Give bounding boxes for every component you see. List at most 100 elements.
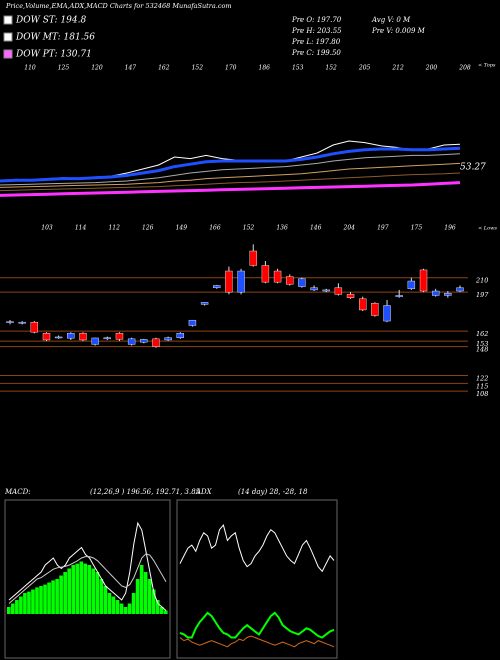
tops-value: 212 xyxy=(391,65,404,72)
macd-histogram-bar xyxy=(71,565,76,614)
lows-value: 149 xyxy=(176,225,188,232)
candle-body xyxy=(79,333,87,341)
candle-body xyxy=(152,338,160,347)
candle-body xyxy=(140,339,148,343)
line xyxy=(0,153,461,186)
lows-value: 103 xyxy=(41,225,53,232)
y-tick-label: 162 xyxy=(476,330,488,338)
stat: Avg V: 0 M xyxy=(371,16,411,24)
macd-panel xyxy=(4,499,171,659)
candle-body xyxy=(67,333,75,339)
lows-value: 146 xyxy=(310,225,322,232)
candle-body xyxy=(419,269,428,292)
stat: Pre C: 199.50 xyxy=(291,49,341,57)
lows-value: 152 xyxy=(243,225,255,232)
tops-value: 110 xyxy=(24,65,36,72)
macd-histogram-bar xyxy=(35,587,39,614)
legend-text: DOW PT: 130.71 xyxy=(15,50,92,60)
macd-histogram-bar xyxy=(163,610,168,614)
legend-text: DOW MT: 181.56 xyxy=(15,33,95,43)
legend-text: DOW ST: 194.8 xyxy=(15,16,86,26)
macd-histogram-bar xyxy=(75,563,80,614)
macd-histogram-bar xyxy=(47,582,51,614)
macd-histogram-bar xyxy=(11,603,15,614)
macd-histogram-bar xyxy=(15,600,19,614)
candle-body xyxy=(30,321,39,333)
candle-body xyxy=(91,337,99,345)
candle-body xyxy=(103,337,111,340)
candle-body xyxy=(164,337,172,341)
macd-histogram-bar xyxy=(135,579,140,614)
candle-body xyxy=(176,333,184,338)
candle-body xyxy=(225,270,233,293)
tops-value: 125 xyxy=(58,65,70,72)
tops-value: 120 xyxy=(91,65,103,72)
tops-value: 200 xyxy=(425,65,438,72)
candle-body xyxy=(42,333,51,341)
candle-body xyxy=(249,250,257,266)
candle-body xyxy=(310,287,318,291)
macd-histogram-bar xyxy=(103,586,108,614)
lows-value: 197 xyxy=(377,225,389,232)
tops-value: 186 xyxy=(259,65,271,72)
candle-body xyxy=(444,293,452,296)
candle-body xyxy=(286,276,294,285)
adx-label: ADX xyxy=(195,488,213,496)
macd-histogram-bar xyxy=(99,579,104,614)
macd-params: (12,26,9 ) 196.56, 192.71, 3.85 xyxy=(90,488,201,496)
y-tick-label: 108 xyxy=(476,390,488,398)
candle-body xyxy=(188,319,197,326)
candle-body xyxy=(18,321,26,324)
macd-histogram-bar xyxy=(23,593,27,614)
macd-histogram-bar xyxy=(159,607,164,614)
candle-body xyxy=(213,285,221,288)
tops-value: 152 xyxy=(192,65,204,72)
line xyxy=(8,553,167,604)
line xyxy=(179,611,335,639)
lows-value: 196 xyxy=(444,225,456,232)
tops-value: 152 xyxy=(325,65,337,72)
y-tick-label: 148 xyxy=(476,346,488,354)
tops-value: 147 xyxy=(125,65,137,72)
tops-value: 153 xyxy=(292,65,304,72)
tops-value: 170 xyxy=(225,65,237,72)
macd-histogram-bar xyxy=(127,603,132,614)
macd-histogram-bar xyxy=(131,593,136,614)
tops-value: 208 xyxy=(458,65,471,72)
candle-body xyxy=(395,295,403,297)
tops-value: 205 xyxy=(358,65,371,72)
stat: Pre V: 0.009 M xyxy=(371,27,426,35)
lows-value: 136 xyxy=(276,225,288,232)
macd-histogram-bar xyxy=(67,568,71,614)
candle-body xyxy=(115,333,124,340)
lows-value: 114 xyxy=(75,225,87,232)
legend-swatch xyxy=(3,32,13,42)
line xyxy=(179,635,335,648)
y-tick-label: 153 xyxy=(476,340,488,348)
lows-value: 175 xyxy=(411,225,423,232)
candle-body xyxy=(431,290,440,296)
macd-histogram-bar xyxy=(59,575,63,614)
candle-body xyxy=(298,278,306,287)
ema-annotation: 53.27 xyxy=(460,163,486,173)
y-tick-label: 122 xyxy=(476,375,488,383)
line xyxy=(0,146,461,183)
candle-body xyxy=(359,298,367,311)
lows-value: 126 xyxy=(142,225,154,232)
candle-body xyxy=(346,294,355,298)
candle-body xyxy=(273,270,282,283)
macd-histogram-bar xyxy=(143,572,148,614)
legend-swatch xyxy=(3,15,13,25)
candle-body xyxy=(456,287,464,292)
lows-value: 112 xyxy=(108,225,120,232)
line xyxy=(0,162,461,188)
macd-histogram-bar xyxy=(111,596,116,614)
legend-swatch xyxy=(3,49,13,59)
macd-histogram-bar xyxy=(87,565,92,614)
macd-histogram-bar xyxy=(155,600,160,614)
tops-value: 162 xyxy=(158,65,170,72)
candle-body xyxy=(334,287,343,295)
macd-histogram-bar xyxy=(43,584,47,614)
